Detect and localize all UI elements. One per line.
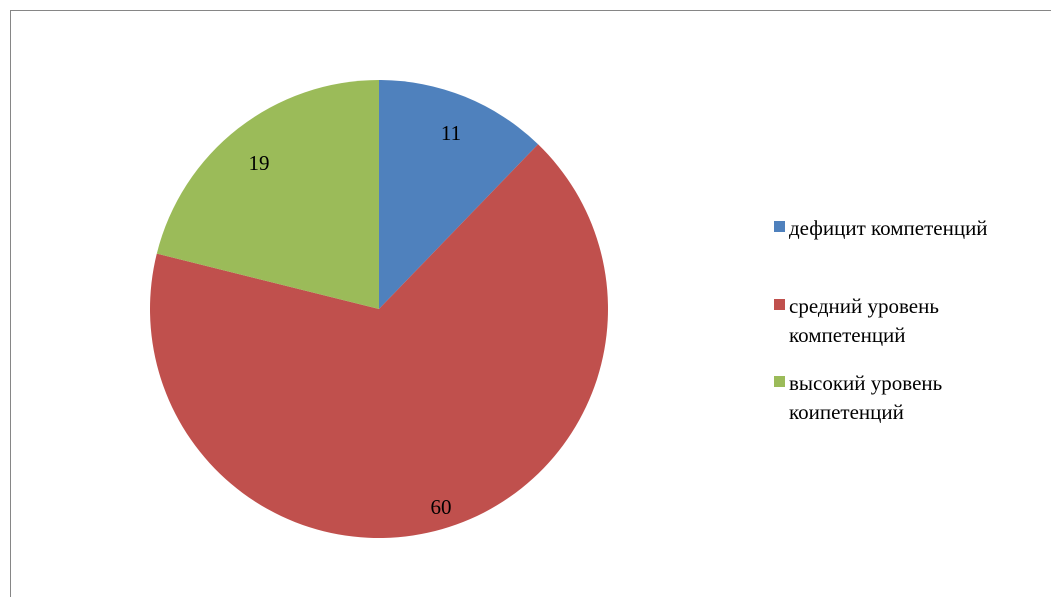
- legend-item-medium: средний уровень компетенций: [774, 292, 1029, 350]
- legend-label-deficit: дефицит компетенций: [789, 216, 988, 240]
- legend-swatch-high: [774, 376, 785, 387]
- pie-chart: 11 60 19: [150, 80, 608, 538]
- legend-item-deficit: дефицит компетенций: [774, 214, 1029, 243]
- legend-swatch-deficit: [774, 221, 785, 232]
- pie-slice-deficit: [379, 80, 539, 309]
- data-label-high: 19: [249, 151, 270, 175]
- chart-area: 11 60 19 дефицит компетенций средний урове…: [10, 10, 1051, 597]
- pie-slice-medium: [150, 144, 608, 538]
- legend-swatch-medium: [774, 299, 785, 310]
- data-label-deficit: 11: [441, 121, 461, 145]
- pie-slice-high: [156, 80, 379, 309]
- legend-label-medium: средний уровень компетенций: [789, 294, 939, 347]
- pie-data-labels: 11 60 19: [249, 121, 462, 519]
- data-label-medium: 60: [431, 495, 452, 519]
- legend-item-high: высокий уровень коипетенций: [774, 369, 1029, 427]
- pie-slices: [150, 80, 608, 538]
- legend-label-high: высокий уровень коипетенций: [789, 371, 943, 424]
